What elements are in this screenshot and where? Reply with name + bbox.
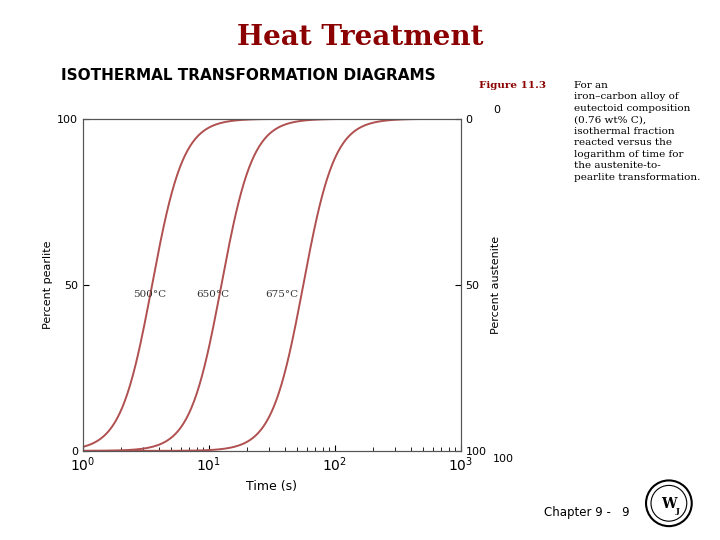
X-axis label: Time (s): Time (s): [246, 480, 297, 493]
Y-axis label: Percent austenite: Percent austenite: [491, 236, 501, 334]
Text: Heat Treatment: Heat Treatment: [237, 24, 483, 51]
Text: Figure 11.3: Figure 11.3: [479, 81, 546, 90]
Text: For an
iron–carbon alloy of
eutectoid composition
(0.76 wt% C),
isothermal fract: For an iron–carbon alloy of eutectoid co…: [574, 81, 701, 181]
Y-axis label: Percent pearlite: Percent pearlite: [42, 241, 53, 329]
Text: W: W: [661, 497, 677, 511]
Text: J: J: [676, 507, 680, 515]
Text: 0: 0: [493, 105, 500, 116]
Text: 675°C: 675°C: [265, 291, 298, 299]
Text: 100: 100: [493, 454, 514, 464]
Text: ISOTHERMAL TRANSFORMATION DIAGRAMS: ISOTHERMAL TRANSFORMATION DIAGRAMS: [61, 68, 436, 83]
Text: Chapter 9 -   9: Chapter 9 - 9: [544, 507, 629, 519]
Text: 500°C: 500°C: [133, 291, 166, 299]
Text: 650°C: 650°C: [197, 291, 230, 299]
